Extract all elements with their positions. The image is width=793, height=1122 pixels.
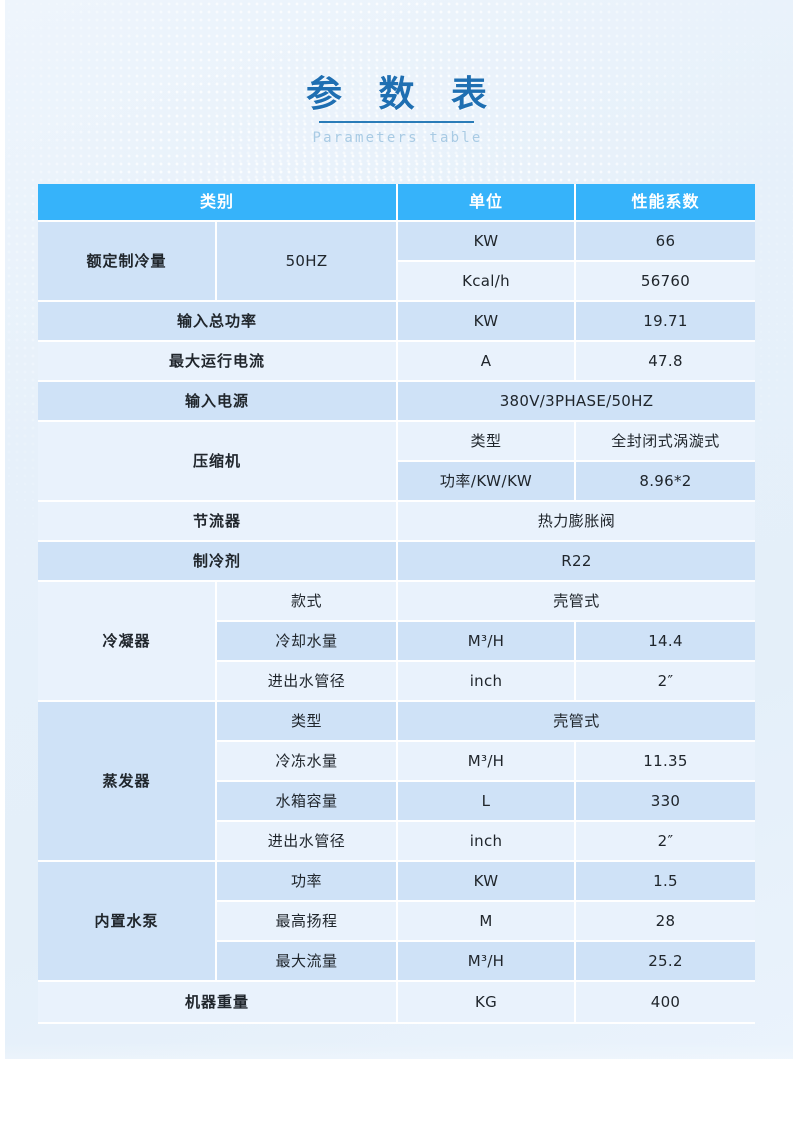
cell-value-pump-power: 1.5 [576, 862, 756, 902]
row-label-rated-cooling: 额定制冷量 [38, 222, 217, 302]
cell-unit2-max-head: M [398, 902, 577, 942]
cell-value-cooling-water: 14.4 [576, 622, 756, 662]
row-label-total-input-power: 输入总功率 [38, 302, 399, 342]
cell-value-evaporator-type: 壳管式 [398, 702, 756, 742]
row-label-max-current: 最大运行电流 [38, 342, 399, 382]
row-label-power-supply: 输入电源 [38, 382, 399, 422]
table-row: 额定制冷量 50HZ KW 66 [38, 222, 756, 302]
cell-unit-kw: KW [398, 222, 577, 262]
cell-value-total-power: 19.71 [576, 302, 756, 342]
parameters-table: 类别 单位 性能系数 额定制冷量 50HZ KW 66 Kcal/h 56760 [38, 184, 756, 1024]
table-row: 蒸发器 类型 壳管式 [38, 702, 756, 862]
cell-value-condenser-pipe: 2″ [576, 662, 756, 702]
column-header-unit: 单位 [398, 184, 577, 222]
cell-value-power-supply: 380V/3PHASE/50HZ [398, 382, 756, 422]
table-row: 输入总功率 KW 19.71 [38, 302, 756, 342]
page-title-block: 参 数 表 Parameters table [0, 72, 793, 147]
cell-unit2-pump-power: KW [398, 862, 577, 902]
cell-unit-kcal-h: Kcal/h [398, 262, 577, 302]
cell-value-kw: 66 [576, 222, 756, 262]
table-row: 功率/KW/KW 8.96*2 [38, 462, 756, 502]
row-label-built-in-pump: 内置水泵 [38, 862, 217, 982]
row-label-compressor: 压缩机 [38, 422, 399, 502]
table-row: 制冷剂 R22 [38, 542, 756, 582]
cell-value-condenser-style: 壳管式 [398, 582, 756, 622]
cell-unit-evaporator-type: 类型 [217, 702, 399, 742]
column-header-category: 类别 [38, 184, 399, 222]
cell-value-chilled-water: 11.35 [576, 742, 756, 782]
cell-value-refrigerant: R22 [398, 542, 756, 582]
cell-frequency-50hz: 50HZ [217, 222, 399, 302]
table-header-row: 类别 单位 性能系数 [38, 184, 756, 222]
cell-unit2-chilled-water: M³/H [398, 742, 577, 782]
table-row: 最高扬程 M 28 [38, 902, 756, 942]
title-underline [319, 121, 474, 123]
cell-unit2-evaporator-pipe: inch [398, 822, 577, 862]
cell-value-max-head: 28 [576, 902, 756, 942]
page-title: 参 数 表 [305, 73, 500, 115]
cell-value-compressor-type: 全封闭式涡漩式 [576, 422, 756, 462]
cell-unit-total-power: KW [398, 302, 577, 342]
cell-unit2-condenser-pipe: inch [398, 662, 577, 702]
cell-unit2-cooling-water: M³/H [398, 622, 577, 662]
cell-unit-max-flow: 最大流量 [217, 942, 399, 982]
row-label-refrigerant: 制冷剂 [38, 542, 399, 582]
table-body: 额定制冷量 50HZ KW 66 Kcal/h 56760 输入总功率 KW 1… [38, 222, 756, 1024]
table-row: 内置水泵 功率 KW 1.5 [38, 862, 756, 982]
cell-unit2-max-flow: M³/H [398, 942, 577, 982]
cell-unit-evaporator-pipe: 进出水管径 [217, 822, 399, 862]
table-row: 最大流量 M³/H 25.2 [38, 942, 756, 982]
table-row: 进出水管径 inch 2″ [38, 822, 756, 862]
cell-value-max-flow: 25.2 [576, 942, 756, 982]
cell-value-throttle: 热力膨胀阀 [398, 502, 756, 542]
cell-unit-machine-weight: KG [398, 982, 577, 1024]
cell-value-machine-weight: 400 [576, 982, 756, 1024]
cell-unit-chilled-water: 冷冻水量 [217, 742, 399, 782]
table-row: 压缩机 类型 全封闭式涡漩式 [38, 422, 756, 502]
cell-unit-pump-power: 功率 [217, 862, 399, 902]
cell-unit-tank-capacity: 水箱容量 [217, 782, 399, 822]
cell-unit-compressor-type: 类型 [398, 422, 577, 462]
page-subtitle: Parameters table [312, 130, 483, 146]
cell-value-max-current: 47.8 [576, 342, 756, 382]
table-row: 最大运行电流 A 47.8 [38, 342, 756, 382]
parameters-table-wrapper: 类别 单位 性能系数 额定制冷量 50HZ KW 66 Kcal/h 56760 [38, 184, 756, 1024]
cell-unit-condenser-style: 款式 [217, 582, 399, 622]
column-header-coefficient: 性能系数 [576, 184, 756, 222]
table-row: 冷凝器 款式 壳管式 [38, 582, 756, 702]
cell-value-evaporator-pipe: 2″ [576, 822, 756, 862]
row-label-machine-weight: 机器重量 [38, 982, 399, 1024]
table-row: 水箱容量 L 330 [38, 782, 756, 822]
row-label-evaporator: 蒸发器 [38, 702, 217, 862]
cell-unit-max-head: 最高扬程 [217, 902, 399, 942]
cell-value-kcal-h: 56760 [576, 262, 756, 302]
table-row: 冷却水量 M³/H 14.4 [38, 622, 756, 662]
table-row: Kcal/h 56760 [38, 262, 756, 302]
cell-unit2-tank-capacity: L [398, 782, 577, 822]
cell-unit-condenser-pipe: 进出水管径 [217, 662, 399, 702]
cell-value-compressor-power: 8.96*2 [576, 462, 756, 502]
table-header: 类别 单位 性能系数 [38, 184, 756, 222]
cell-unit-cooling-water: 冷却水量 [217, 622, 399, 662]
row-label-throttle: 节流器 [38, 502, 399, 542]
cell-unit-max-current: A [398, 342, 577, 382]
table-row: 输入电源 380V/3PHASE/50HZ [38, 382, 756, 422]
row-label-condenser: 冷凝器 [38, 582, 217, 702]
table-row: 进出水管径 inch 2″ [38, 662, 756, 702]
cell-value-tank-capacity: 330 [576, 782, 756, 822]
table-row: 节流器 热力膨胀阀 [38, 502, 756, 542]
table-row: 机器重量 KG 400 [38, 982, 756, 1024]
cell-unit-compressor-power: 功率/KW/KW [398, 462, 577, 502]
table-row: 冷冻水量 M³/H 11.35 [38, 742, 756, 782]
